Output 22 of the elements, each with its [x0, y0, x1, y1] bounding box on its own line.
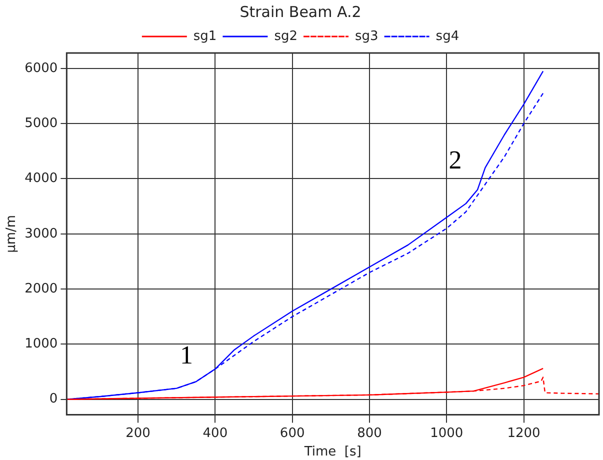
y-tick-label: 4000	[24, 171, 58, 186]
x-tick-label: 600	[280, 426, 305, 441]
x-tick-label: 400	[202, 426, 228, 441]
legend-label: sg3	[355, 28, 378, 44]
y-tick-label: 3000	[24, 226, 58, 242]
x-tick-label: 800	[357, 426, 382, 441]
annotation: 1	[180, 340, 193, 370]
y-tick-label: 0	[49, 392, 58, 407]
y-tick-label: 2000	[24, 281, 58, 296]
legend-label: sg4	[436, 28, 460, 44]
y-tick-label: 5000	[24, 116, 58, 131]
chart-title: Strain Beam A.2	[240, 2, 362, 21]
x-tick-label: 1200	[507, 426, 540, 441]
y-tick-label: 1000	[24, 336, 58, 352]
x-tick-label: 1000	[430, 426, 464, 441]
legend-label: sg2	[274, 28, 298, 44]
x-tick-label: 200	[126, 426, 150, 441]
x-axis-title: Time [s]	[303, 444, 362, 460]
y-tick-label: 6000	[24, 60, 58, 76]
annotation: 2	[448, 145, 462, 174]
y-axis-title: µm/m	[4, 214, 20, 253]
legend-label: sg1	[193, 28, 217, 44]
